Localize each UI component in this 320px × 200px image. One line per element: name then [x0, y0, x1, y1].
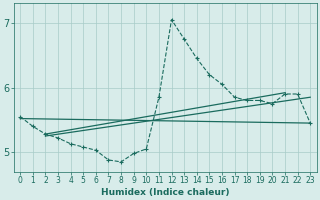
X-axis label: Humidex (Indice chaleur): Humidex (Indice chaleur) — [101, 188, 229, 197]
